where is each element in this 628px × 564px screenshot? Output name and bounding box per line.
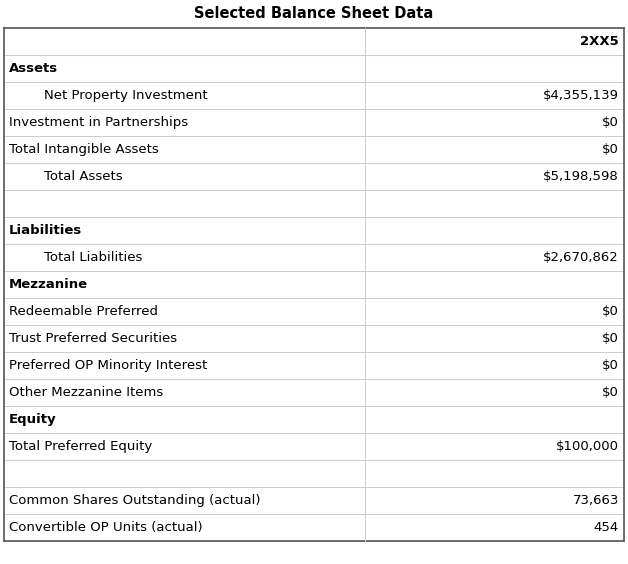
Text: Total Assets: Total Assets [44,170,122,183]
Text: Total Preferred Equity: Total Preferred Equity [9,440,152,453]
Text: $5,198,598: $5,198,598 [543,170,619,183]
Text: $0: $0 [602,359,619,372]
Text: Preferred OP Minority Interest: Preferred OP Minority Interest [9,359,207,372]
Text: $0: $0 [602,305,619,318]
Text: Total Liabilities: Total Liabilities [44,251,143,264]
Text: Common Shares Outstanding (actual): Common Shares Outstanding (actual) [9,494,261,507]
Text: Other Mezzanine Items: Other Mezzanine Items [9,386,163,399]
Text: Convertible OP Units (actual): Convertible OP Units (actual) [9,521,203,534]
Text: Net Property Investment: Net Property Investment [44,89,208,102]
Text: Equity: Equity [9,413,57,426]
Text: Trust Preferred Securities: Trust Preferred Securities [9,332,177,345]
Text: Mezzanine: Mezzanine [9,278,88,291]
Text: Selected Balance Sheet Data: Selected Balance Sheet Data [195,7,433,21]
Text: $4,355,139: $4,355,139 [543,89,619,102]
Text: $0: $0 [602,143,619,156]
Text: 454: 454 [593,521,619,534]
Text: 2XX5: 2XX5 [580,35,619,48]
Text: Investment in Partnerships: Investment in Partnerships [9,116,188,129]
Text: $0: $0 [602,116,619,129]
Text: Assets: Assets [9,62,58,75]
Text: Liabilities: Liabilities [9,224,82,237]
Text: $0: $0 [602,332,619,345]
Text: Total Intangible Assets: Total Intangible Assets [9,143,159,156]
Text: Redeemable Preferred: Redeemable Preferred [9,305,158,318]
Text: $100,000: $100,000 [556,440,619,453]
Text: $2,670,862: $2,670,862 [543,251,619,264]
Text: 73,663: 73,663 [573,494,619,507]
Text: $0: $0 [602,386,619,399]
